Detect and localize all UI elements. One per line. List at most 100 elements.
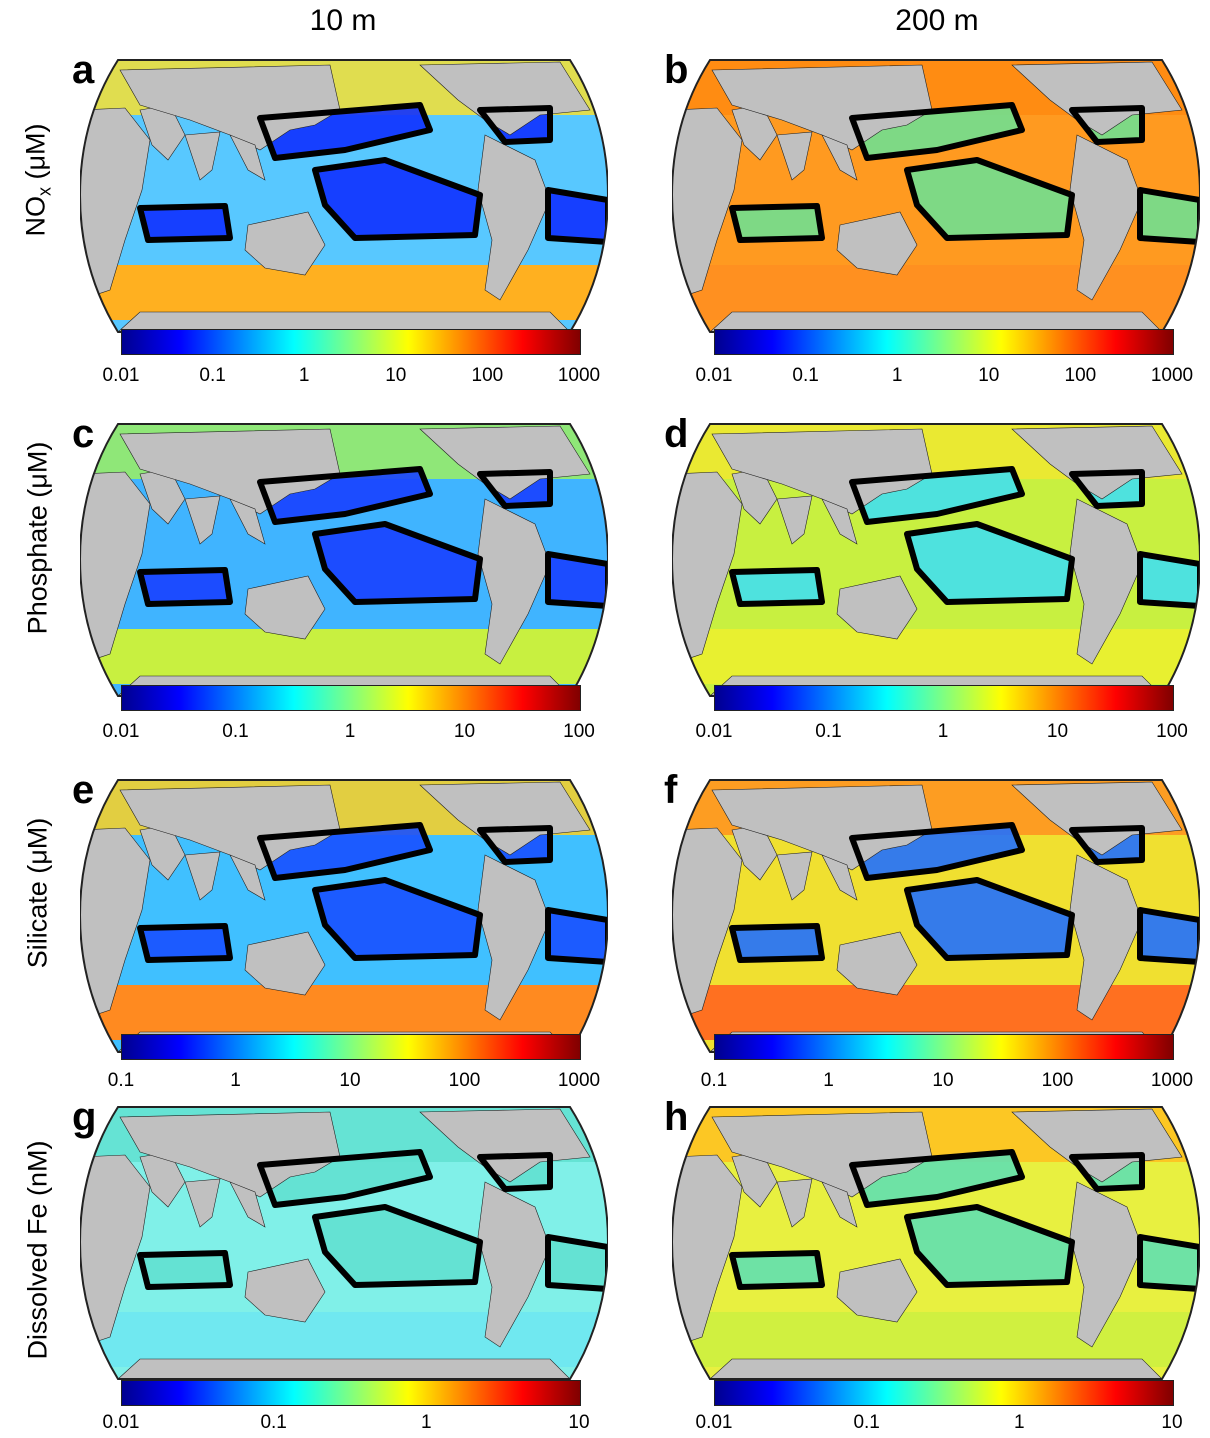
gyre-boundary [312,521,483,605]
colorbar-tick-label: 1 [230,1070,241,1091]
gyre-boundary [545,1234,608,1292]
gyre-fill [907,880,1072,958]
colorbar-b [714,329,1174,355]
colorbar-tick-label: 0.1 [260,1412,287,1433]
gyre-boundary [1137,907,1200,965]
gyre-boundary [137,923,233,963]
gyre-boundary [904,1204,1075,1288]
land-mass [709,311,1163,332]
land-mass [419,61,591,136]
colorbar-ticks-g: 0.01 0.1 1 10 [103,1412,651,1436]
row-label-nox: NOx (μM) [20,123,55,237]
land-mass [244,575,326,640]
world-map [672,779,1200,1053]
colorbar-tick-label: 10 [568,1412,590,1433]
land-mass [711,64,933,151]
colorbar-ticks-h: 0.01 0.1 1 10 [696,1412,1210,1436]
colorbar-tick-label: 1000 [1150,365,1194,386]
colorbar-d [714,685,1174,711]
colorbar-tick-label: 1 [344,721,356,742]
land-mass [776,1178,813,1228]
land-mass [477,854,551,1021]
gyre-boundary [1137,187,1200,245]
panel-letter: g [72,1095,97,1139]
gyre-boundary [312,157,483,241]
map-panel-a: a [72,48,608,340]
land-mass [836,575,918,640]
land-mass [119,1111,341,1198]
gyre-boundary [849,102,1025,161]
colorbar-tick-label: 0.01 [102,1412,140,1433]
colorbar-tick-label: 0.1 [815,721,842,742]
land-mass [229,134,266,181]
panel-letter: c [72,412,95,456]
gyre-fill [907,160,1072,238]
land-mass [821,1181,858,1228]
colorbar-tick-label: 100 [563,721,595,742]
land-mass [1069,498,1143,665]
colorbar-tick-label: 1 [823,1070,834,1091]
world-map [672,1106,1200,1380]
southern-ocean-band [672,985,1200,1040]
gyre-boundary [477,1152,553,1192]
colorbar-g [121,1380,581,1406]
southern-ocean-band [672,1312,1200,1367]
gyre-fill [732,570,822,604]
land-mass [117,1358,571,1379]
land-mass [1069,1181,1143,1348]
gyre-fill [1140,910,1200,962]
land-mass [419,1108,591,1183]
colorbar-ticks-c: 0.01 0.1 1 10 100 [103,721,651,745]
land-mass [711,428,933,515]
row-label-silicate: Silicate (μM) [22,817,53,969]
gyre-boundary [849,466,1025,525]
colorbar-ticks-e: 0.1 1 10 100 1000 [108,1070,651,1094]
land-mass [1011,61,1183,136]
colorbar-tick-label: 1 [937,721,949,742]
map-panel-c: c [72,412,608,704]
gyre-fill [1140,554,1200,606]
world-map [80,59,608,333]
land-mass [244,211,326,276]
gyre-fill [548,190,608,242]
colorbar-tick-label: 10 [339,1070,361,1091]
gyre-boundary [904,877,1075,961]
land-mass [821,854,858,901]
panel-letter: e [72,768,95,812]
gyre-boundary [904,521,1075,605]
land-mass [1011,425,1183,500]
gyre-boundary [729,203,825,243]
map-panel-f: f [664,768,1200,1060]
gyre-fill [140,1253,230,1287]
gyre-boundary [904,157,1075,241]
colorbar-tick-label: 0.01 [695,721,733,742]
colorbar-tick-label: 0.01 [695,365,733,386]
land-mass [184,851,221,901]
land-mass [836,1258,918,1323]
southern-ocean-band [672,629,1200,684]
gyre-boundary [257,466,433,525]
land-mass [821,498,858,545]
land-mass [184,495,221,545]
gyre-fill [907,1207,1072,1285]
colorbar-e [121,1034,581,1060]
colorbar-tick-label: 1 [298,365,310,386]
gyre-boundary [729,923,825,963]
land-mass [836,211,918,276]
gyre-boundary [729,567,825,607]
column-title-10m: 10 m [309,4,377,37]
colorbar-f [714,1034,1174,1060]
gyre-fill [1140,190,1200,242]
gyre-boundary [849,1149,1025,1208]
gyre-boundary [1137,551,1200,609]
gyre-boundary [1137,1234,1200,1292]
gyre-fill [140,926,230,960]
gyre-boundary [477,105,553,145]
colorbar-tick-label: 100 [471,365,504,386]
gyre-fill [732,1253,822,1287]
land-mass [836,931,918,996]
colorbar-tick-label: 100 [1156,721,1188,742]
land-mass [184,131,221,181]
land-mass [711,1111,933,1198]
colorbar-a [121,329,581,355]
